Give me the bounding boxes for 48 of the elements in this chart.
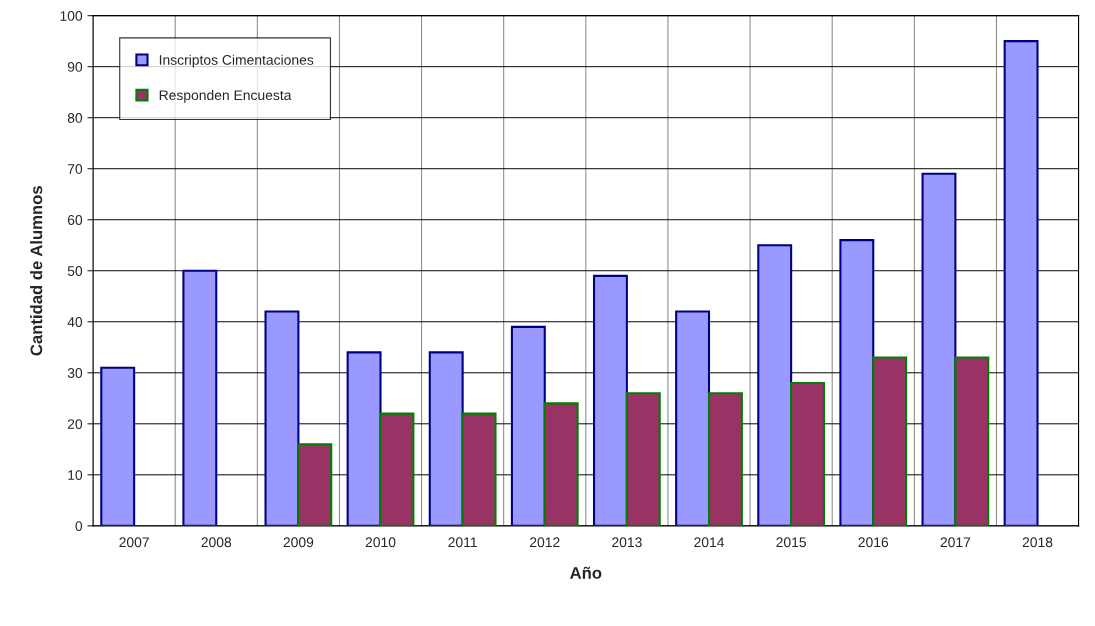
y-tick-label: 30 bbox=[67, 368, 83, 378]
y-tick-label: 60 bbox=[67, 215, 83, 225]
legend-label: Responden Encuesta bbox=[159, 89, 292, 103]
legend-label: Inscriptos Cimentaciones bbox=[159, 54, 314, 68]
x-tick-label: 2014 bbox=[694, 537, 725, 548]
bar bbox=[461, 412, 497, 526]
x-tick-label: 2013 bbox=[612, 537, 642, 548]
x-tick-label: 2012 bbox=[530, 537, 560, 548]
bar bbox=[510, 325, 546, 526]
bar bbox=[297, 443, 333, 526]
x-tick-label: 2018 bbox=[1022, 537, 1053, 548]
bar bbox=[379, 412, 415, 526]
bar bbox=[264, 310, 300, 526]
x-tick-label: 2008 bbox=[201, 537, 232, 548]
x-tick-label: 2015 bbox=[776, 537, 807, 548]
y-tick-label: 100 bbox=[60, 10, 83, 21]
bar bbox=[428, 351, 464, 526]
x-tick-label: 2016 bbox=[858, 537, 889, 548]
y-tick-label: 70 bbox=[67, 164, 83, 174]
y-tick-label: 20 bbox=[67, 419, 83, 429]
bar bbox=[543, 402, 579, 526]
x-tick-label: 2010 bbox=[365, 537, 396, 548]
x-tick-label: 2017 bbox=[940, 537, 971, 548]
bar bbox=[872, 356, 908, 526]
y-tick-label: 0 bbox=[75, 521, 83, 532]
bar bbox=[921, 172, 957, 526]
y-tick-label: 90 bbox=[67, 62, 83, 72]
bar bbox=[839, 239, 875, 526]
y-tick-label: 50 bbox=[67, 266, 83, 276]
bar bbox=[100, 366, 136, 526]
bar bbox=[346, 351, 382, 526]
y-tick-label: 40 bbox=[67, 317, 83, 327]
y-tick-label: 10 bbox=[68, 470, 83, 480]
bar bbox=[954, 356, 990, 526]
x-axis-title: Año bbox=[570, 566, 602, 579]
bar bbox=[675, 310, 711, 526]
bar bbox=[1003, 40, 1039, 526]
bar bbox=[757, 244, 793, 526]
x-tick-label: 2009 bbox=[283, 537, 314, 548]
x-tick-label: 2011 bbox=[448, 537, 477, 548]
bar bbox=[593, 274, 628, 526]
x-tick-label: 2007 bbox=[119, 537, 149, 548]
bar bbox=[707, 392, 743, 526]
y-tick-label: 80 bbox=[67, 113, 83, 123]
bar bbox=[182, 269, 218, 526]
bar bbox=[625, 392, 661, 526]
bar bbox=[790, 381, 826, 526]
y-axis-title: Cantidad de Alumnos bbox=[30, 186, 43, 356]
